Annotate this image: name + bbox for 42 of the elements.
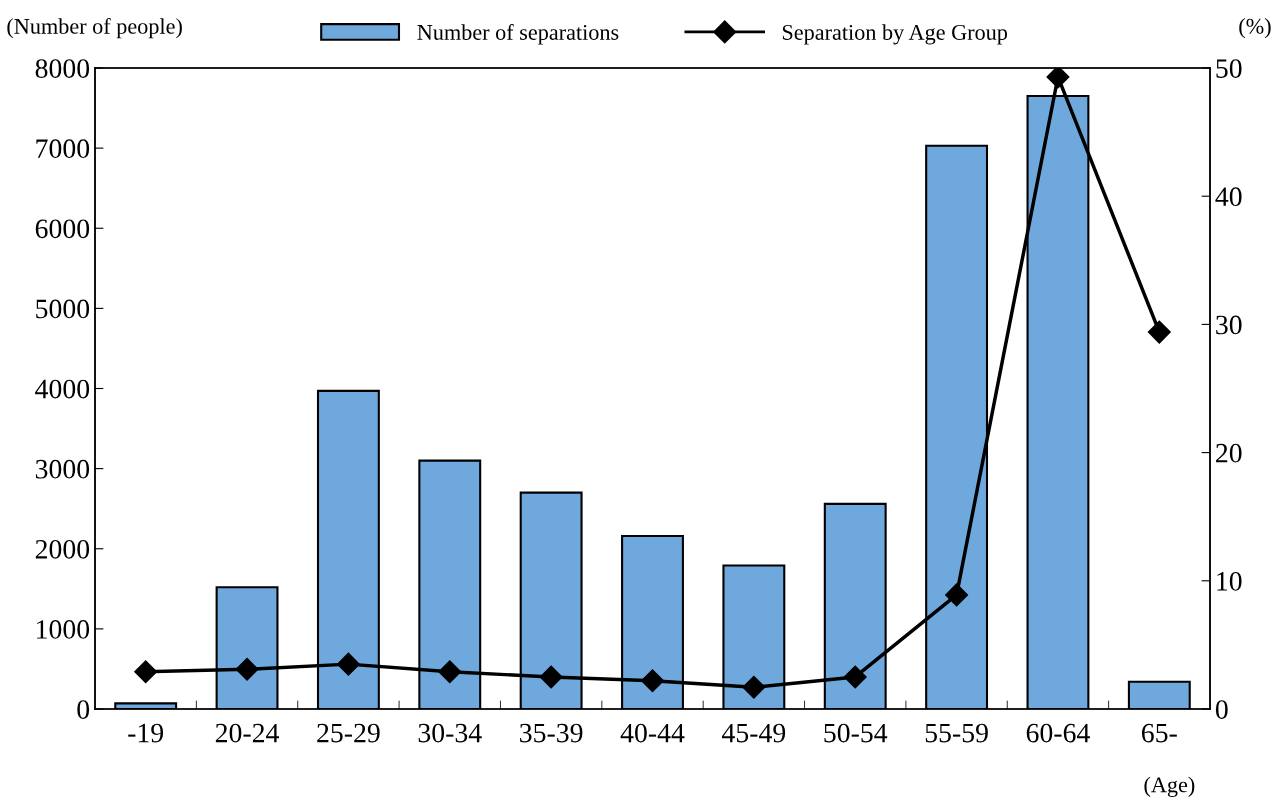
y2-tick-label: 30 [1216, 315, 1242, 335]
y-tick-label: 1000 [37, 620, 90, 639]
x-tick-label: 45-49 [722, 723, 786, 743]
y2-tick-label: 40 [1215, 187, 1242, 207]
y-tick-label: 7000 [36, 139, 90, 159]
y-tick-label: 0 [77, 700, 90, 719]
y2-tick-label: 50 [1216, 59, 1242, 78]
point [843, 665, 867, 689]
x-tick-label: -19 [128, 723, 164, 743]
x-tick-label: 55-59 [925, 723, 988, 743]
x-tick-label: 50-54 [824, 723, 888, 743]
y2-tick-label: 20 [1216, 443, 1242, 463]
point [438, 660, 462, 684]
point [945, 583, 969, 607]
y-tick-label: 2000 [35, 539, 90, 559]
text: (%) [1239, 18, 1271, 39]
x-tick-label: 35-39 [520, 723, 583, 743]
point [539, 665, 563, 689]
y2-tick-label: 0 [1215, 700, 1228, 719]
point [336, 652, 360, 676]
x-tick-label: 30-34 [418, 723, 482, 743]
y-tick-label: 3000 [35, 459, 90, 479]
y2-tick-label: 10 [1217, 571, 1242, 591]
point [1046, 68, 1070, 89]
text: (Age) [1144, 776, 1195, 797]
x-tick-label: 20-24 [215, 723, 280, 743]
point [235, 657, 259, 681]
x-tick-label: 60-64 [1026, 723, 1090, 743]
point [641, 669, 664, 693]
x-tick-label: 40-44 [620, 723, 685, 743]
legend-label: Number of separations [417, 24, 619, 45]
y-tick-label: 5000 [36, 299, 90, 319]
x-tick-label: 65- [1142, 723, 1177, 743]
y-tick-label: 4000 [35, 379, 90, 399]
x-tick-label: 25-29 [317, 723, 380, 743]
y-tick-label: 8000 [35, 59, 90, 78]
point [742, 675, 766, 699]
y-tick-label: 6000 [35, 219, 90, 239]
text: (Number of people) [7, 17, 182, 39]
legend-label: Separation by Age Group [782, 24, 1008, 45]
point [134, 660, 158, 684]
point [1147, 320, 1171, 344]
